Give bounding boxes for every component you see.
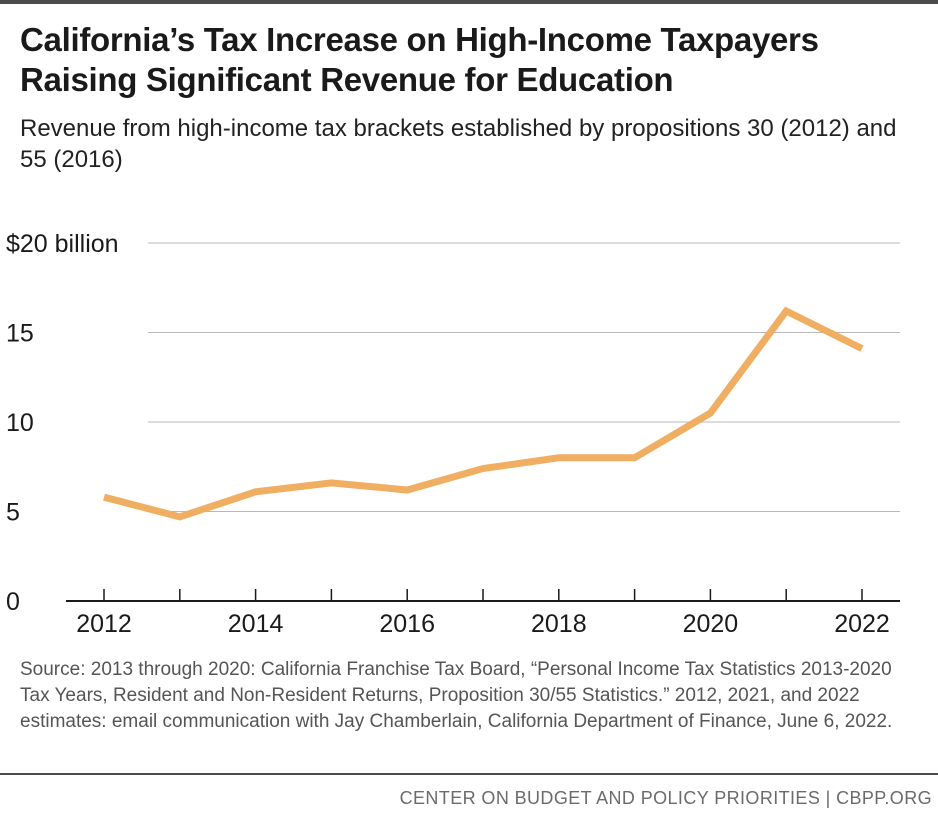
x-tick-label-2022: 2022 xyxy=(834,610,890,638)
x-tick-label-2018: 2018 xyxy=(531,610,587,638)
source-note: Source: 2013 through 2020: California Fr… xyxy=(20,659,893,732)
series-line-revenue xyxy=(103,306,864,521)
chart-title: California’s Tax Increase on High-Income… xyxy=(20,20,920,100)
chart-subtitle: Revenue from high-income tax brackets es… xyxy=(20,115,897,173)
footer-credit: CENTER ON BUDGET AND POLICY PRIORITIES |… xyxy=(399,788,932,808)
top-rule xyxy=(0,0,938,4)
chart-title-line-2: Raising Significant Revenue for Educatio… xyxy=(20,61,674,98)
y-tick-label-5: 5 xyxy=(6,499,20,527)
y-tick-label-15: 15 xyxy=(6,320,34,348)
y-tick-label-20: $20 billion xyxy=(6,230,119,258)
x-tick-label-2014: 2014 xyxy=(228,610,284,638)
chart-title-line-1: California’s Tax Increase on High-Income… xyxy=(20,21,819,58)
bottom-rule xyxy=(0,773,938,775)
y-tick-label-10: 10 xyxy=(6,409,34,437)
y-tick-label-0: 0 xyxy=(6,588,20,616)
x-tick-label-2020: 2020 xyxy=(683,610,739,638)
x-tick-label-2012: 2012 xyxy=(76,610,132,638)
line-chart: 0 5 10 15 $20 billion 2012 2014 2016 2018 2020 202… xyxy=(6,230,900,638)
x-tick-label-2016: 2016 xyxy=(379,610,435,638)
